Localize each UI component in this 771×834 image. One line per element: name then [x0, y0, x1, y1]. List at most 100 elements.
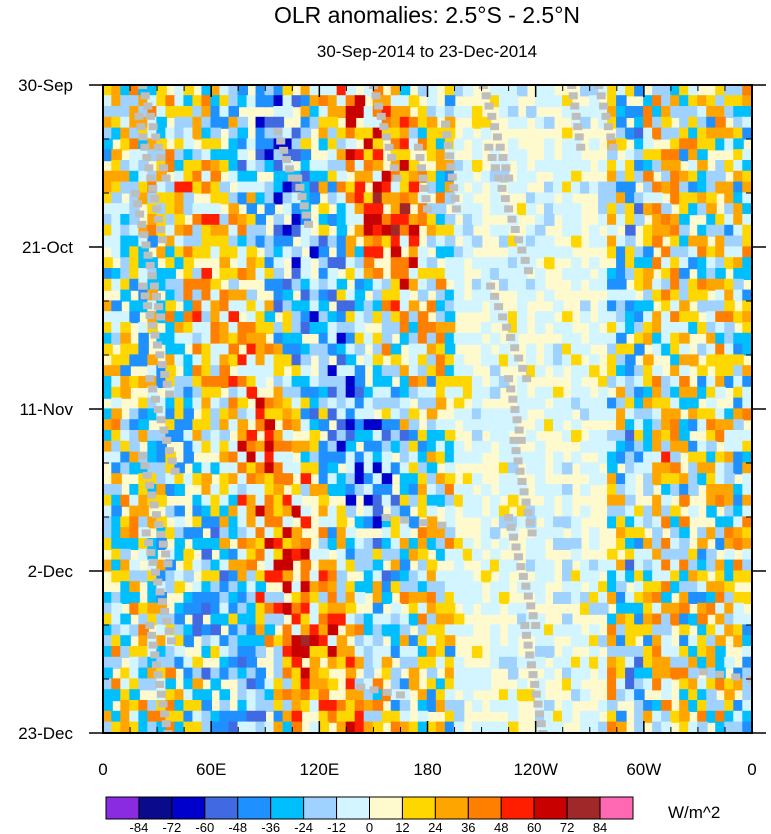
field-cell: [147, 462, 158, 475]
field-cell: [435, 678, 447, 691]
field-cell: [715, 656, 726, 669]
field-cell: [715, 214, 726, 226]
field-cell: [201, 170, 212, 183]
field-cell: [498, 656, 510, 669]
field-cell: [706, 192, 717, 205]
field-cell: [471, 408, 483, 421]
field-cell: [444, 581, 456, 594]
field-cell: [742, 85, 752, 97]
field-cell: [616, 505, 627, 518]
field-cell: [246, 484, 258, 496]
missing-data-cell: [531, 622, 541, 629]
field-cell: [264, 278, 276, 291]
field-cell: [345, 116, 357, 129]
field-cell: [129, 224, 140, 237]
field-cell: [300, 559, 312, 572]
field-cell: [318, 311, 330, 324]
field-cell: [742, 484, 752, 496]
field-cell: [363, 538, 375, 550]
field-cell: [183, 548, 194, 561]
field-cell: [264, 127, 276, 140]
field-cell: [282, 667, 294, 680]
field-cell: [525, 106, 537, 118]
field-cell: [688, 721, 699, 733]
field-cell: [616, 311, 627, 324]
field-cell: [525, 613, 537, 626]
field-cell: [715, 570, 726, 583]
field-cell: [408, 116, 420, 129]
field-cell: [571, 667, 582, 680]
field-cell: [255, 516, 267, 529]
field-cell: [706, 311, 717, 324]
field-cell: [210, 235, 221, 248]
field-cell: [228, 419, 240, 432]
field-cell: [688, 559, 699, 572]
field-cell: [724, 246, 735, 259]
field-cell: [372, 430, 384, 442]
field-cell: [724, 289, 735, 302]
field-cell: [103, 181, 113, 194]
field-cell: [589, 397, 600, 410]
field-cell: [580, 160, 591, 172]
field-cell: [399, 473, 411, 486]
field-cell: [354, 462, 366, 475]
field-cell: [715, 332, 726, 345]
field-cell: [399, 181, 411, 194]
field-cell: [129, 494, 140, 507]
field-cell: [417, 127, 429, 140]
field-cell: [300, 160, 312, 172]
field-cell: [228, 613, 240, 626]
field-cell: [103, 419, 113, 432]
field-cell: [228, 160, 240, 172]
field-cell: [534, 624, 546, 637]
field-cell: [417, 451, 429, 464]
field-cell: [742, 214, 752, 226]
field-cell: [309, 85, 321, 97]
field-cell: [670, 322, 681, 334]
field-cell: [733, 85, 744, 97]
field-cell: [174, 538, 185, 550]
colorbar-swatch: [237, 796, 272, 820]
field-cell: [543, 710, 555, 723]
field-cell: [174, 430, 185, 442]
field-cell: [670, 484, 681, 496]
field-cell: [345, 149, 357, 162]
field-cell: [345, 365, 357, 378]
field-cell: [453, 257, 465, 270]
field-cell: [255, 268, 267, 280]
field-cell: [598, 235, 609, 248]
field-cell: [724, 451, 735, 464]
field-cell: [598, 332, 609, 345]
field-cell: [309, 646, 321, 658]
field-cell: [462, 235, 474, 248]
field-cell: [706, 602, 717, 615]
field-cell: [670, 85, 681, 97]
field-cell: [733, 224, 744, 237]
field-cell: [129, 451, 140, 464]
field-cell: [616, 484, 627, 496]
field-cell: [138, 332, 149, 345]
field-cell: [399, 538, 411, 550]
field-cell: [120, 160, 131, 172]
field-cell: [634, 678, 645, 691]
field-cell: [103, 451, 113, 464]
field-cell: [580, 635, 591, 648]
field-cell: [246, 527, 258, 540]
field-cell: [120, 278, 131, 291]
field-cell: [264, 451, 276, 464]
field-cell: [156, 592, 167, 604]
field-cell: [192, 430, 203, 442]
field-cell: [435, 613, 447, 626]
field-cell: [724, 721, 735, 733]
field-cell: [318, 170, 330, 183]
missing-data-cell: [376, 112, 386, 120]
colorbar-label: -12: [327, 820, 346, 834]
field-cell: [300, 85, 312, 97]
field-cell: [444, 462, 456, 475]
field-cell: [147, 224, 158, 237]
field-cell: [219, 710, 230, 723]
field-cell: [237, 419, 249, 432]
field-cell: [571, 430, 582, 442]
field-cell: [435, 289, 447, 302]
field-cell: [300, 268, 312, 280]
